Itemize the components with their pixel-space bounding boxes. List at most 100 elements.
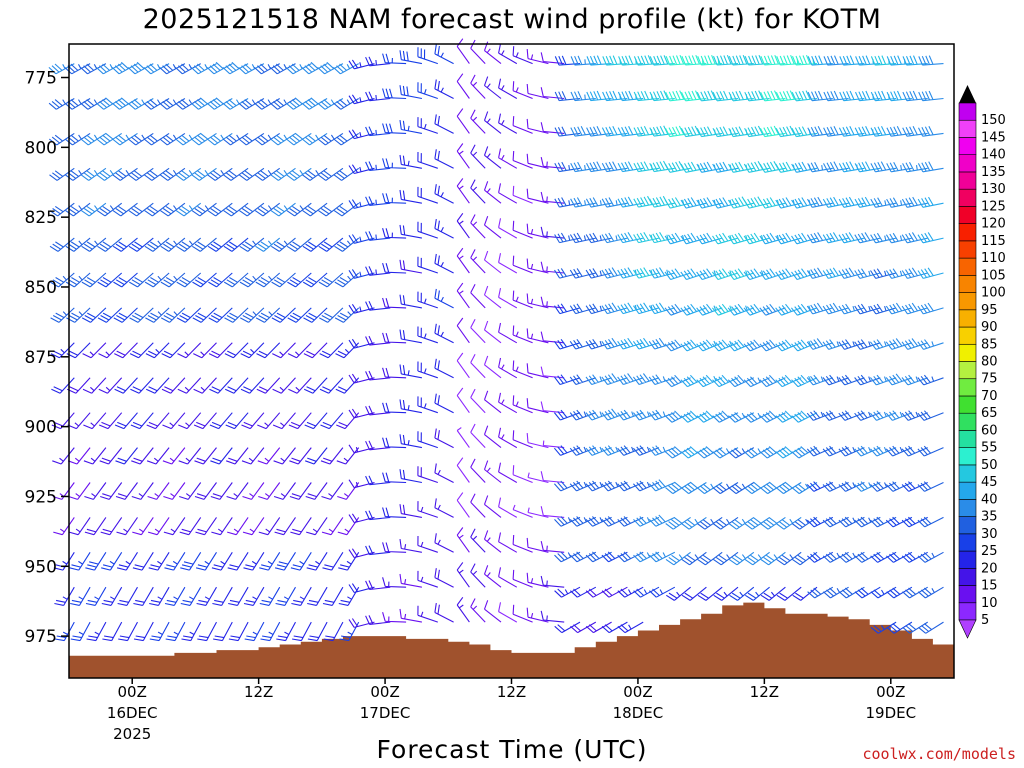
wind-barb [601,586,628,598]
wind-barb [712,126,739,138]
wind-barb-shape [633,586,660,598]
wind-barb [65,272,91,288]
wind-barb-shape [728,90,754,102]
wind-barb [260,621,281,642]
wind-barb [131,447,154,465]
wind-barb-shape [775,232,802,245]
wind-barb [224,377,249,394]
wind-barb-shape [917,516,944,528]
colorbar-swatch [958,395,977,414]
wind-barb-shape [743,303,770,316]
wind-barb [570,161,596,173]
wind-barb-shape [54,586,75,606]
x-axis-title: Forecast Time (UTC) [377,735,648,764]
wind-barb-shape [569,268,596,279]
wind-barb-shape [348,444,375,454]
wind-barb [211,552,233,571]
wind-barb-shape [585,480,612,492]
wind-barb-shape [696,446,723,459]
wind-barb-shape [242,482,265,500]
wind-barb-shape [365,231,391,241]
wind-barb-shape [417,151,438,169]
wind-barb [806,338,833,350]
wind-barb [632,445,660,456]
wind-barb-shape [680,232,707,245]
wind-barb [759,303,786,316]
wind-barb [680,268,707,281]
wind-barb-shape [163,482,186,500]
wind-barb [365,126,391,137]
wind-barb-shape [470,353,486,379]
wind-barb [885,338,913,350]
wind-barb [728,412,755,423]
wind-barb-shape [838,126,865,137]
wind-barb [319,342,344,359]
wind-barb-shape [101,552,123,571]
wind-barb [269,63,296,75]
wind-barb-shape [727,232,754,245]
wind-barb [665,551,691,566]
wind-barb [133,586,154,606]
wind-barb-shape [728,54,754,66]
wind-barb-shape [540,87,565,100]
wind-barb [585,516,612,527]
wind-barb [66,307,91,323]
wind-barb-shape [82,342,107,359]
colorbar-swatch [958,412,977,431]
wind-barb [854,126,881,137]
wind-barb [729,586,755,601]
wind-barb [68,482,91,500]
wind-barb [434,463,454,483]
wind-barb-shape [617,161,644,173]
wind-barb-shape [321,517,344,536]
wind-barb [680,125,707,138]
wind-barb-shape [417,570,438,588]
wind-barb [53,517,75,536]
wind-barb-shape [302,167,328,181]
wind-barb-shape [838,516,865,528]
wind-barb [129,307,154,323]
wind-barb-shape [322,586,344,606]
wind-barb-shape [399,399,423,414]
wind-barb-shape [902,161,928,173]
wind-barb [806,445,834,457]
wind-barb-shape [175,63,201,75]
wind-barb-shape [417,47,438,65]
wind-barb [227,517,249,536]
wind-barb [712,447,739,459]
wind-barb [617,267,644,279]
wind-barb-shape [681,551,707,566]
wind-barb-shape [115,447,138,465]
wind-barb-shape [554,586,581,598]
wind-barb-shape [791,268,818,281]
wind-barb [760,551,786,566]
wind-barb [399,224,422,239]
wind-barb [348,444,375,454]
wind-barb-shape [870,551,897,563]
wind-barb [649,125,675,137]
wind-barb [917,161,944,173]
wind-barb [206,61,233,75]
wind-barb [569,268,596,279]
wind-barb [456,352,470,379]
wind-barb [902,161,928,173]
wind-barb [382,612,407,623]
wind-barb-shape [540,331,565,344]
wind-barb [870,551,897,563]
wind-barb-shape [512,360,533,379]
wind-barb-shape [775,161,802,173]
wind-barb-shape [728,412,755,423]
wind-barb [648,302,675,315]
colorbar-label: 45 [981,475,998,490]
wind-barb [901,481,928,492]
wind-barb-shape [526,328,549,344]
wind-barb-shape [901,196,928,208]
wind-barb [585,197,612,208]
wind-barb-shape [527,507,549,518]
wind-barb [483,460,502,483]
wind-barb [96,167,123,181]
wind-barb-shape [483,530,502,553]
wind-barb [302,272,328,288]
wind-barb [162,447,186,465]
wind-barb-shape [54,621,75,642]
